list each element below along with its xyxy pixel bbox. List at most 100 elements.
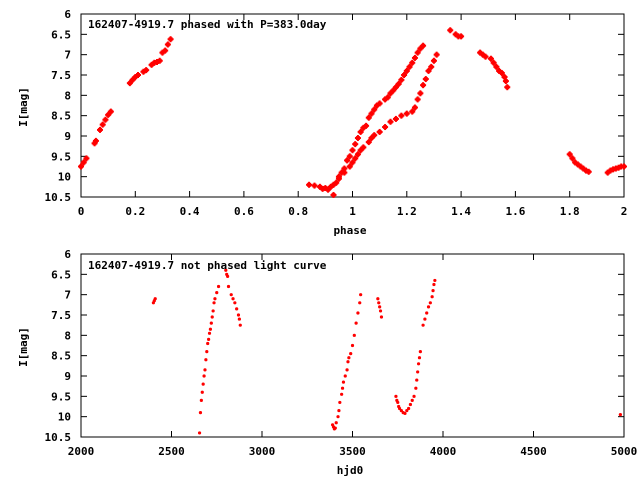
data-points: [78, 27, 627, 198]
data-point: [416, 370, 420, 374]
data-point: [482, 53, 489, 60]
data-point: [395, 80, 402, 87]
x-tick-label: 2500: [158, 445, 185, 458]
data-point: [236, 313, 241, 317]
data-point: [430, 295, 434, 299]
phased-light-curve-chart: 0 0.2 0.4 0.6 0.8 1 1.2 1.4 1.6 1.8 2 6 6.5 7 7.5 8 8.5…: [17, 8, 627, 237]
y-tick-label: 6: [64, 248, 71, 261]
y-tick-label: 10.5: [45, 431, 72, 444]
y-tick-labels: 6 6.5 7 7.5 8 8.5 9 9.5 10 10.5: [45, 248, 72, 444]
data-point: [347, 356, 351, 360]
data-point: [422, 76, 429, 83]
data-point: [211, 309, 215, 313]
x-tick-label: 5000: [611, 445, 638, 458]
tick-marks: [80, 253, 625, 438]
data-point: [126, 80, 133, 87]
y-tick-label: 8.5: [51, 350, 71, 363]
y-tick-label: 10.5: [45, 191, 72, 204]
data-point: [394, 394, 398, 398]
data-point: [379, 315, 384, 319]
data-point: [354, 321, 358, 325]
data-point: [425, 311, 429, 315]
data-point: [210, 315, 214, 319]
data-point: [226, 284, 231, 289]
data-point: [212, 301, 216, 305]
data-point: [340, 386, 345, 390]
data-point: [335, 175, 342, 182]
x-tick-label: 1: [349, 205, 356, 218]
y-tick-label: 9: [64, 370, 71, 383]
data-point: [359, 293, 363, 297]
data-point: [346, 163, 353, 170]
data-point: [354, 151, 361, 158]
data-point: [406, 63, 413, 70]
y-tick-label: 10: [58, 411, 71, 424]
data-point: [330, 191, 337, 198]
data-point: [430, 57, 437, 64]
data-point: [376, 100, 383, 107]
data-point: [417, 90, 424, 97]
y-tick-label: 6.5: [51, 28, 71, 41]
data-point: [618, 413, 622, 417]
y-tick-label: 8: [64, 329, 71, 342]
data-point: [621, 163, 627, 170]
x-tick-label: 0.8: [288, 205, 308, 218]
data-point: [569, 155, 576, 162]
data-point: [498, 69, 505, 76]
data-point: [378, 305, 382, 309]
y-axis-title: I[mag]: [17, 327, 30, 367]
data-point: [390, 87, 397, 94]
x-tick-label: 3500: [339, 445, 366, 458]
data-point: [401, 72, 408, 78]
x-tick-label: 2000: [68, 445, 95, 458]
data-point: [392, 115, 399, 122]
data-point: [378, 309, 383, 313]
data-point: [410, 398, 414, 402]
data-point: [201, 382, 205, 386]
data-point: [409, 108, 416, 115]
data-point: [354, 135, 361, 142]
data-point: [504, 84, 511, 91]
data-point: [418, 350, 422, 354]
y-tick-label: 6.5: [51, 268, 71, 281]
data-point: [199, 398, 203, 402]
x-tick-label: 4000: [430, 445, 457, 458]
data-point: [107, 108, 114, 115]
data-point: [420, 42, 427, 49]
data-point: [363, 122, 370, 129]
data-point: [377, 301, 381, 305]
data-point: [99, 121, 106, 128]
data-point: [346, 153, 353, 160]
data-point: [426, 305, 431, 309]
data-point: [78, 163, 84, 170]
y-tick-label: 9.5: [51, 390, 71, 403]
data-point: [431, 289, 435, 293]
data-point: [420, 82, 427, 89]
unphased-light-curve-chart: 2000 2500 3000 3500 4000 4500 5000 6 6.5 7 7.5 8 8.…: [17, 248, 637, 477]
data-point: [371, 132, 378, 139]
plot-frame: [80, 13, 625, 198]
data-point: [162, 47, 169, 54]
y-tick-label: 9.5: [51, 150, 71, 163]
data-point: [135, 72, 142, 78]
data-point: [306, 181, 313, 188]
data-point: [226, 274, 230, 278]
data-point: [396, 400, 400, 405]
x-axis-title: hjd0: [337, 464, 364, 477]
y-tick-label: 7.5: [51, 309, 71, 322]
data-point: [334, 421, 338, 425]
data-point: [341, 169, 348, 176]
data-point: [365, 114, 372, 121]
data-point: [224, 268, 228, 272]
data-point: [164, 41, 171, 48]
data-point: [203, 368, 207, 372]
data-point: [105, 111, 112, 118]
data-point: [458, 33, 465, 40]
data-point: [333, 426, 337, 430]
x-tick-label: 0: [78, 205, 85, 218]
data-point: [368, 110, 375, 117]
x-tick-label: 0.4: [180, 205, 200, 218]
data-point: [153, 297, 157, 301]
data-point: [376, 128, 383, 135]
data-point: [97, 126, 104, 133]
